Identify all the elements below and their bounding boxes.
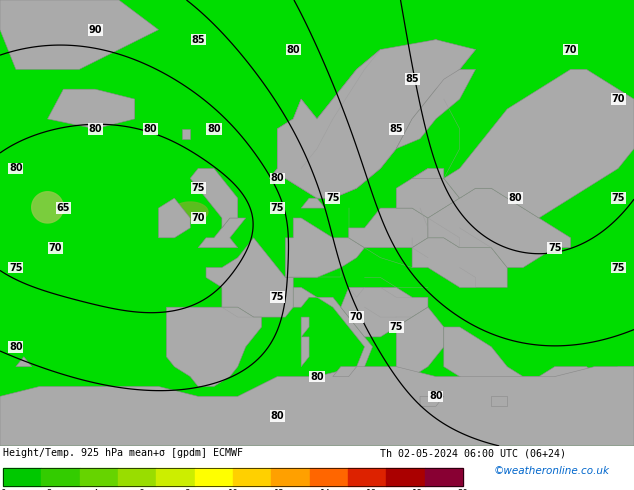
Text: 75: 75 (389, 322, 403, 332)
Text: 80: 80 (310, 371, 324, 382)
Text: 90: 90 (88, 24, 102, 35)
Bar (80, 468, 118, 487)
Bar (233, 468, 271, 487)
Bar (41, 468, 80, 487)
Bar (3, 468, 463, 487)
Text: 8: 8 (184, 489, 190, 490)
Text: 75: 75 (611, 263, 625, 272)
Text: 85: 85 (389, 124, 403, 134)
Bar (309, 468, 348, 487)
Text: 75: 75 (9, 263, 23, 272)
Text: 80: 80 (287, 45, 300, 54)
Text: 80: 80 (88, 124, 102, 134)
Bar (3, 468, 41, 487)
Text: 80: 80 (9, 342, 23, 352)
Polygon shape (172, 202, 208, 221)
Bar (118, 468, 157, 487)
Text: 75: 75 (271, 292, 284, 302)
Text: 2: 2 (46, 489, 52, 490)
Text: 75: 75 (191, 183, 205, 193)
Text: 12: 12 (274, 489, 284, 490)
Text: 80: 80 (9, 164, 23, 173)
Polygon shape (32, 192, 63, 223)
Text: 70: 70 (564, 45, 578, 54)
Bar (425, 468, 463, 487)
Text: 70: 70 (611, 94, 625, 104)
Text: 16: 16 (366, 489, 376, 490)
Bar (386, 468, 425, 487)
Text: 14: 14 (320, 489, 330, 490)
Text: 85: 85 (405, 74, 419, 84)
Text: 80: 80 (508, 193, 522, 203)
Text: ©weatheronline.co.uk: ©weatheronline.co.uk (494, 466, 609, 476)
Bar (348, 468, 386, 487)
Text: Th 02-05-2024 06:00 UTC (06+24): Th 02-05-2024 06:00 UTC (06+24) (380, 448, 566, 458)
Text: 0: 0 (1, 489, 6, 490)
Text: 75: 75 (548, 243, 562, 253)
Text: 80: 80 (207, 124, 221, 134)
Text: Height/Temp. 925 hPa mean+σ [gpdm] ECMWF: Height/Temp. 925 hPa mean+σ [gpdm] ECMWF (3, 448, 243, 458)
Bar (195, 468, 233, 487)
Text: 20: 20 (458, 489, 468, 490)
Bar (157, 468, 195, 487)
Text: 65: 65 (56, 203, 70, 213)
Text: 4: 4 (93, 489, 98, 490)
Text: 70: 70 (49, 243, 62, 253)
Text: 80: 80 (429, 392, 443, 401)
Text: 70: 70 (350, 312, 363, 322)
Text: 70: 70 (191, 213, 205, 223)
Text: 6: 6 (138, 489, 144, 490)
Text: 10: 10 (228, 489, 238, 490)
Text: 80: 80 (144, 124, 157, 134)
Bar (271, 468, 309, 487)
Text: 18: 18 (411, 489, 422, 490)
Text: 80: 80 (271, 411, 284, 421)
Text: 85: 85 (191, 35, 205, 45)
Text: 80: 80 (271, 173, 284, 183)
Text: 75: 75 (326, 193, 340, 203)
Text: 75: 75 (611, 193, 625, 203)
Text: 75: 75 (271, 203, 284, 213)
